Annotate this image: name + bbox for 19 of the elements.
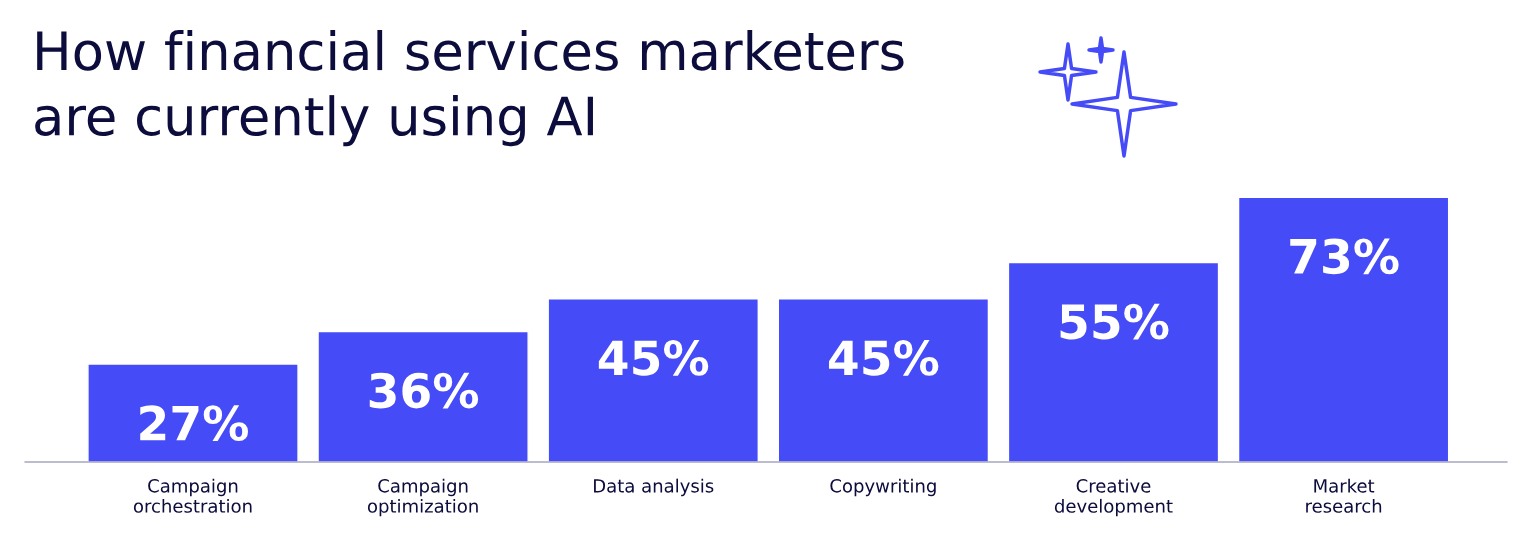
- data-label: 45%: [598, 340, 709, 376]
- x-tick-label: Copywriting: [830, 478, 936, 497]
- bar: [547, 298, 759, 462]
- chart-title: How financial services marketers are currently using AI: [35, 30, 904, 147]
- data-label: 36%: [369, 372, 479, 409]
- x-tick-label: Data analysis: [594, 478, 714, 497]
- x-tick-label: Campaign optimization: [367, 478, 478, 517]
- bar: [1237, 196, 1450, 462]
- data-label: 55%: [1060, 303, 1169, 340]
- bar: [777, 298, 990, 462]
- data-label: 27%: [140, 405, 248, 442]
- bar: [1007, 261, 1220, 462]
- bar: [317, 330, 529, 462]
- x-tick-label: Creative development: [1054, 478, 1173, 517]
- bar: [87, 363, 299, 462]
- data-label: 73%: [1290, 238, 1399, 275]
- x-tick-label: Market research: [1306, 478, 1382, 513]
- x-tick-label: Campaign orchestration: [133, 478, 252, 513]
- data-label: 45%: [828, 340, 939, 376]
